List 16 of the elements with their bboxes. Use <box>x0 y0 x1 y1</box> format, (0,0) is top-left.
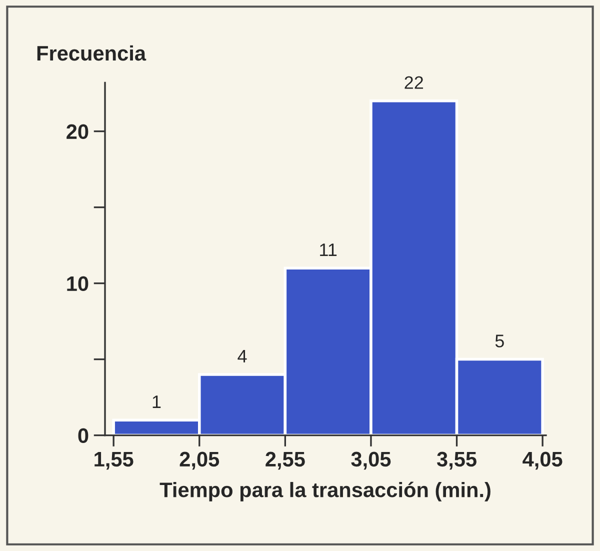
x-tick-label: 2,05 <box>180 452 220 470</box>
x-tick-label: 4,05 <box>522 452 562 470</box>
x-tick-label: 2,55 <box>266 452 305 470</box>
data-label: 1 <box>152 396 161 408</box>
y-tick-label: 20 <box>66 124 88 140</box>
x-tick-label: 3,55 <box>436 452 476 470</box>
y-tick-label: 0 <box>78 428 88 444</box>
y-tick-label: 10 <box>67 276 88 292</box>
data-label: 11 <box>320 244 337 256</box>
data-label: 4 <box>238 350 247 362</box>
data-label: 5 <box>495 334 504 348</box>
x-tick-label: 1,55 <box>94 452 134 470</box>
data-label: 22 <box>404 76 424 89</box>
y-axis-title: Frecuencia <box>37 45 146 61</box>
x-tick-label: 3,05 <box>351 452 391 470</box>
x-axis-title: Tiempo para la transacción (min.) <box>160 482 490 502</box>
